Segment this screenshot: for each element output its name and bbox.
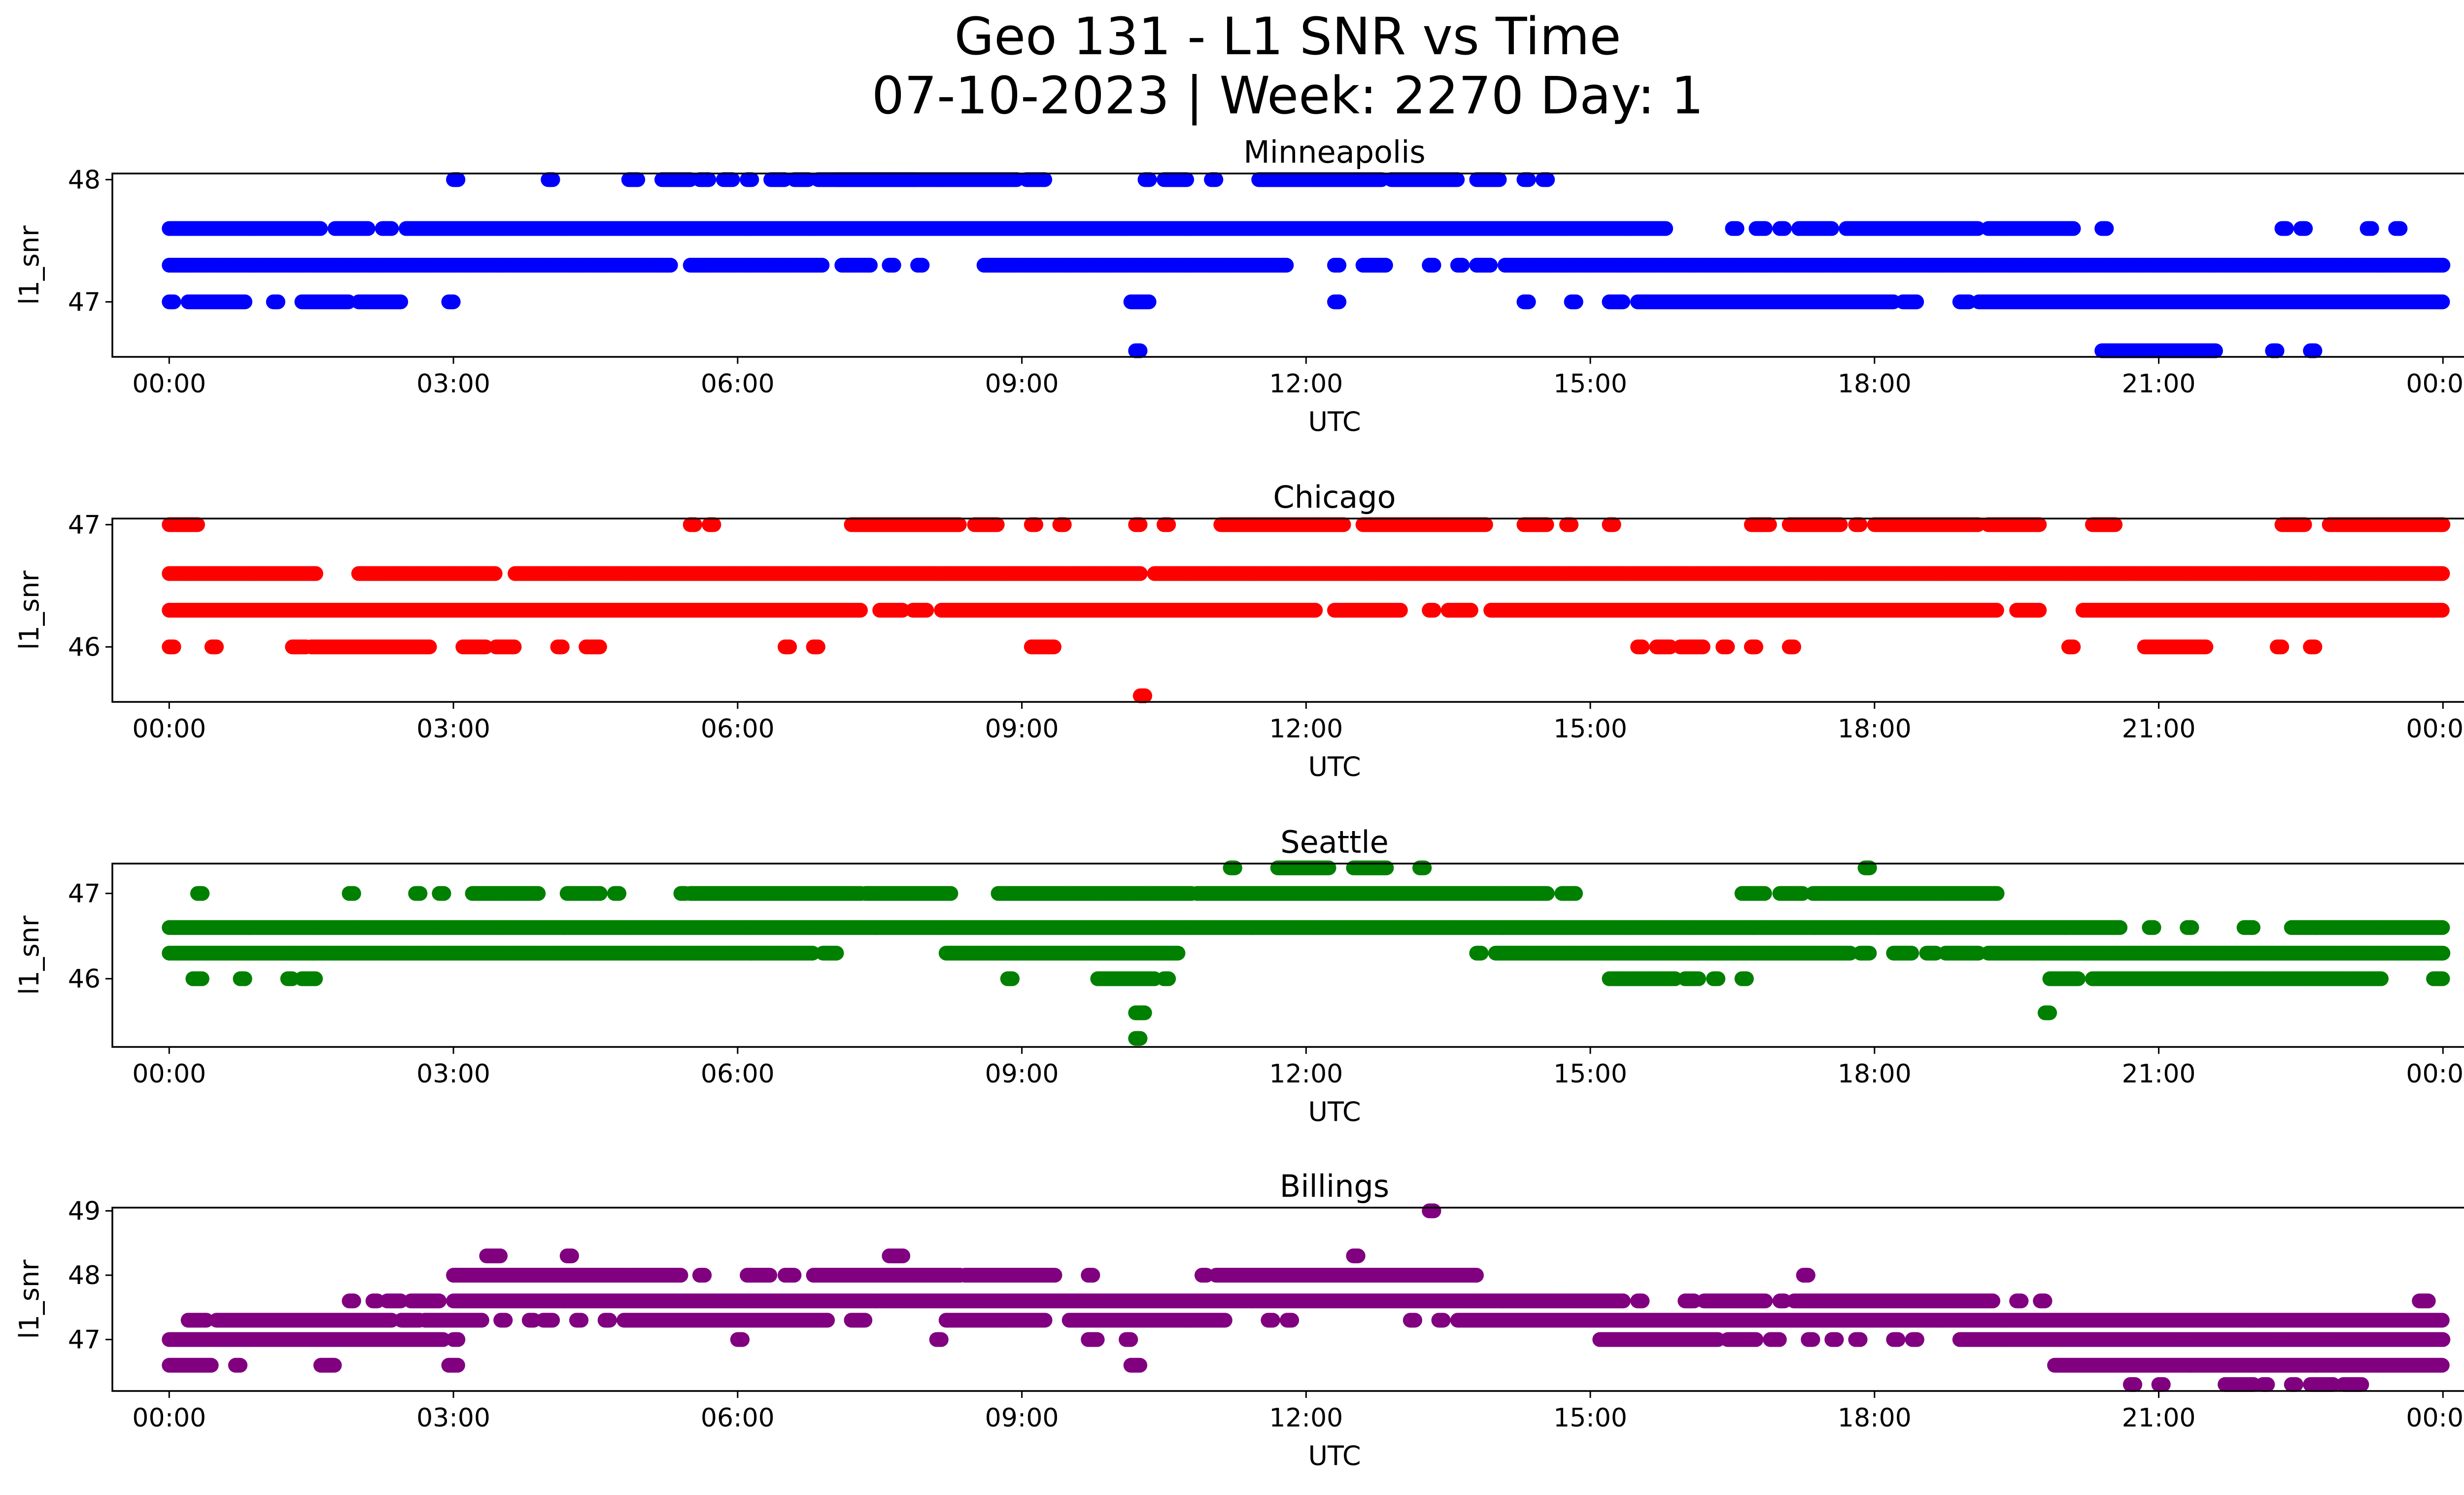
data-point	[1037, 172, 1053, 187]
data-point	[1777, 221, 1792, 236]
x-tick-label: 00:00	[132, 369, 206, 399]
x-tick-label: 18:00	[1838, 369, 1912, 399]
data-point	[2435, 294, 2450, 310]
data-point	[1483, 258, 1498, 273]
data-point	[1909, 294, 1924, 310]
data-point	[1492, 172, 1507, 187]
subplot-title: Minneapolis	[1243, 134, 1426, 170]
data-point	[815, 258, 830, 273]
data-point	[1450, 172, 1465, 187]
data-point	[271, 294, 285, 310]
data-point	[1568, 294, 1583, 310]
data-point	[2307, 343, 2323, 358]
data-point	[1208, 172, 1224, 187]
figure-title-line-1: Geo 131 - L1 SNR vs Time	[954, 6, 1621, 67]
data-point	[1132, 343, 1148, 358]
data-point	[393, 294, 409, 310]
data-point	[360, 221, 376, 236]
data-point	[2279, 221, 2294, 236]
data-point	[1179, 172, 1195, 187]
data-point	[2298, 221, 2313, 236]
data-point	[687, 517, 702, 532]
x-tick-label: 15:00	[1553, 369, 1627, 399]
data-point	[1658, 221, 1674, 236]
data-point	[725, 172, 740, 187]
data-point	[630, 172, 646, 187]
y-tick-label: 48	[68, 165, 101, 195]
data-point	[744, 172, 759, 187]
x-tick-label: 03:00	[416, 369, 490, 399]
data-point	[886, 258, 901, 273]
data-point	[1332, 294, 1347, 310]
data-point	[2208, 343, 2223, 358]
data-point	[2099, 221, 2114, 236]
data-point	[1758, 221, 1773, 236]
y-axis-label: l1_snr	[14, 225, 45, 305]
data-point	[1455, 258, 1470, 273]
series-points	[162, 517, 2451, 703]
data-point	[1141, 294, 1157, 310]
data-point	[1540, 172, 1555, 187]
series-points	[162, 172, 2451, 358]
y-tick-label: 47	[68, 287, 101, 317]
subplot-minneapolis: Minneapolis 00:00 03:00 06:00 09:00 12:00 15:0…	[14, 134, 2464, 437]
data-point	[2435, 258, 2451, 273]
x-tick-label: 21:00	[2122, 369, 2196, 399]
data-point	[545, 172, 560, 187]
data-point	[701, 172, 717, 187]
data-point	[2393, 221, 2408, 236]
data-point	[2269, 343, 2285, 358]
data-point	[1332, 258, 1347, 273]
data-point	[2066, 221, 2081, 236]
data-point	[190, 517, 205, 532]
x-tick-label: 09:00	[985, 369, 1059, 399]
x-tick-label: 12:00	[1269, 369, 1343, 399]
data-point	[1615, 294, 1631, 310]
x-tick-label: 06:00	[701, 369, 775, 399]
data-point	[1824, 221, 1839, 236]
data-point	[2364, 221, 2379, 236]
data-point	[450, 172, 466, 187]
figure-title: Geo 131 - L1 SNR vs Time 07-10-2023 | We…	[0, 7, 2464, 125]
data-point	[663, 258, 678, 273]
x-tick-label: 00:00	[2406, 369, 2464, 399]
data-point	[863, 258, 878, 273]
data-point	[1729, 221, 1745, 236]
figure-title-line-2: 07-10-2023 | Week: 2270 Day: 1	[871, 66, 1704, 126]
data-point	[1142, 172, 1157, 187]
x-axis-label: UTC	[1308, 406, 1361, 437]
data-point	[1521, 172, 1536, 187]
data-point	[166, 294, 181, 310]
data-point	[1426, 258, 1441, 273]
data-point	[238, 294, 253, 310]
data-point	[1521, 294, 1536, 310]
data-point	[1378, 258, 1393, 273]
data-point	[384, 221, 399, 236]
data-point	[1279, 258, 1294, 273]
data-point	[313, 221, 328, 236]
data-point	[915, 258, 930, 273]
data-point	[445, 294, 461, 310]
data-point	[706, 517, 721, 532]
